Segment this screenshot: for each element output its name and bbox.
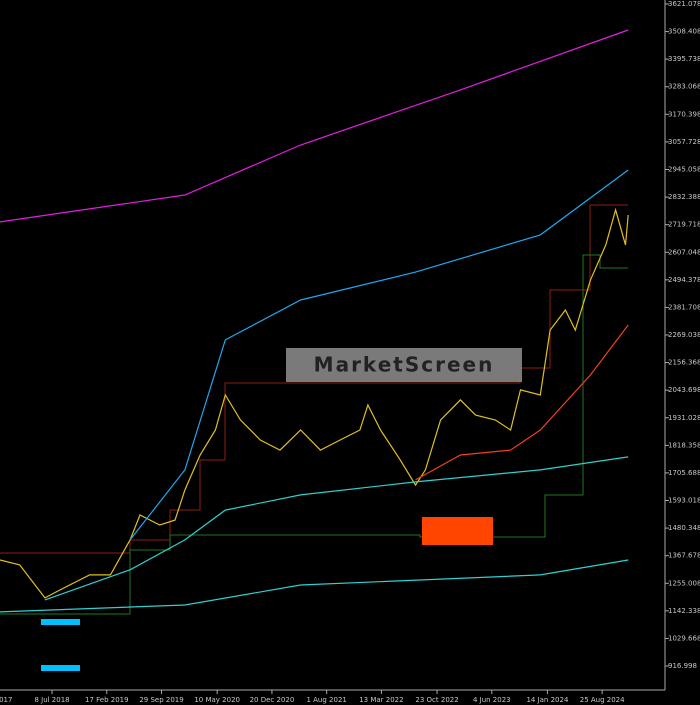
y-tick-label: 2381.708 xyxy=(668,303,700,311)
x-tick-label: 29 Sep 2019 xyxy=(139,696,183,704)
series-line xyxy=(415,324,629,481)
y-tick-label: 3170.398 xyxy=(668,110,700,118)
x-tick-label: 25 Aug 2024 xyxy=(580,696,625,704)
y-tick-label: 2269.038 xyxy=(668,331,700,339)
x-tick-label: 17 Feb 2019 xyxy=(85,696,129,704)
y-tick-label: 1142.338 xyxy=(668,607,700,615)
y-tick-label: 1367.678 xyxy=(668,552,700,560)
y-tick-label: 1818.358 xyxy=(668,441,700,449)
y-tick-label: 1255.008 xyxy=(668,579,700,587)
y-tick-label: 3621.078 xyxy=(668,0,700,8)
y-tick-label: 2043.698 xyxy=(668,386,700,394)
x-tick-label: 1 Aug 2021 xyxy=(306,696,346,704)
series-line xyxy=(0,207,629,599)
series-line xyxy=(0,559,629,613)
y-tick-label: 2945.058 xyxy=(668,165,700,173)
drawn-objects xyxy=(41,517,493,671)
x-tick-label: 13 Mar 2022 xyxy=(359,696,403,704)
watermark: MarketScreen xyxy=(314,353,495,377)
y-tick-label: 1705.688 xyxy=(668,469,700,477)
x-tick-label: 2017 xyxy=(0,696,12,704)
watermark-box xyxy=(286,348,522,382)
series-line xyxy=(44,456,629,601)
x-tick-label: 23 Oct 2022 xyxy=(415,696,458,704)
y-tick-label: 1480.348 xyxy=(668,524,700,532)
y-tick-label: 916.998 xyxy=(668,662,697,670)
price-box[interactable] xyxy=(41,619,80,625)
x-tick-label: 10 May 2020 xyxy=(194,696,240,704)
y-tick-label: 2156.368 xyxy=(668,359,700,367)
y-tick-label: 1931.028 xyxy=(668,414,700,422)
x-tick-label: 20 Dec 2020 xyxy=(250,696,295,704)
y-tick-label: 1593.018 xyxy=(668,497,700,505)
y-tick-label: 3508.408 xyxy=(668,28,700,36)
y-tick-label: 2494.378 xyxy=(668,276,700,284)
price-box[interactable] xyxy=(41,665,80,671)
y-tick-label: 3057.728 xyxy=(668,138,700,146)
x-tick-label: 4 Jun 2023 xyxy=(473,696,511,704)
series-line xyxy=(129,169,629,541)
price-box[interactable] xyxy=(422,517,493,545)
x-tick-label: 8 Jul 2018 xyxy=(34,696,69,704)
y-tick-label: 2607.048 xyxy=(668,248,700,256)
y-tick-label: 3283.068 xyxy=(668,83,700,91)
series-line xyxy=(0,29,629,223)
y-tick-label: 2832.388 xyxy=(668,193,700,201)
resistance-step xyxy=(0,204,628,554)
y-tick-label: 2719.718 xyxy=(668,221,700,229)
y-tick-label: 1029.668 xyxy=(668,634,700,642)
x-tick-label: 14 Jan 2024 xyxy=(526,696,569,704)
y-tick-label: 3395.738 xyxy=(668,55,700,63)
